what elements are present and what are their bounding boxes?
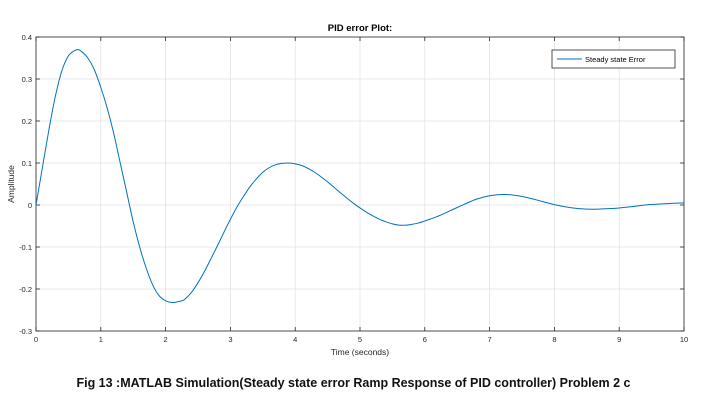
y-tick-label: 0.1 [22,159,32,168]
y-tick-label: 0.3 [22,75,32,84]
y-axis-label: Amplitude [6,165,16,203]
axis-ticks: 0 1 2 3 4 5 6 7 8 9 10 -0.3 -0.2 -0.1 0 0.1 0.2 0.3 0.4 [19,33,688,344]
figure-caption: Fig 13 :MATLAB Simulation(Steady state e… [76,376,631,390]
y-tick-label: 0.4 [22,33,32,42]
legend-box [551,49,676,69]
x-tick-label: 7 [488,335,492,344]
y-tick-label: -0.3 [19,327,32,336]
series-layer [35,49,685,303]
legend: Steady state Error [551,49,676,69]
x-tick-label: 5 [358,335,362,344]
chart-title: PID error Plot: [328,23,392,34]
x-tick-label: 1 [99,335,103,344]
x-tick-label: 3 [228,335,232,344]
grid-lines [35,36,685,332]
x-tick-label: 4 [293,335,297,344]
x-tick-label: 0 [34,335,38,344]
y-tick-label: 0 [28,201,32,210]
y-tick-label: -0.2 [19,285,32,294]
legend-entry-label: Steady state Error [585,55,646,64]
x-axis-label: Time (seconds) [331,347,389,357]
x-tick-label: 2 [164,335,168,344]
series-line-0 [35,49,685,303]
x-tick-label: 9 [617,335,621,344]
x-tick-label: 8 [552,335,556,344]
x-tick-label: 10 [680,335,688,344]
x-tick-label: 6 [423,335,427,344]
y-tick-label: 0.2 [22,117,32,126]
y-tick-label: -0.1 [19,243,32,252]
